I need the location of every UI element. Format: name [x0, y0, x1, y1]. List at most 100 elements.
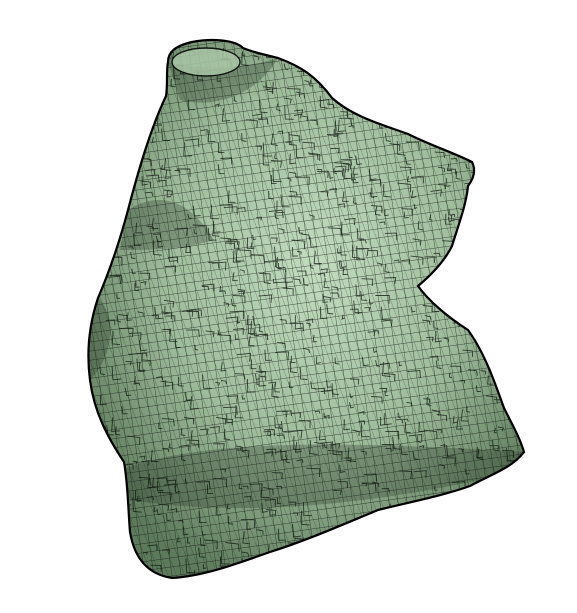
mesh-edge-segment — [288, 171, 297, 178]
mesh-edge-segment — [151, 136, 156, 144]
mesh-edge-segment — [252, 234, 257, 241]
mesh-edge-segment — [133, 233, 142, 246]
mesh-edge-segment — [381, 488, 390, 493]
mesh-edge-segment — [151, 217, 159, 230]
mesh-edge-segment — [302, 347, 311, 354]
mesh-edge-segment — [186, 311, 200, 319]
mesh-edge-segment — [404, 422, 411, 434]
mesh-edge-segment — [129, 96, 135, 104]
mesh-edge-segment — [162, 549, 171, 555]
mesh-edge-segment — [100, 170, 105, 177]
mesh-edge-segment — [255, 145, 263, 151]
mesh-edge-segment — [229, 310, 244, 320]
mesh-edge-segment — [338, 117, 353, 126]
mesh-edge-segment — [235, 405, 244, 419]
mesh-edge-segment — [96, 513, 104, 518]
mesh-edge-segment — [230, 298, 237, 307]
mesh-edge-segment — [130, 251, 136, 259]
mesh-edge-segment — [412, 522, 426, 530]
mesh-edge-segment — [109, 274, 123, 283]
mesh-edge-segment — [423, 398, 431, 404]
mesh-edge-segment — [454, 256, 464, 262]
mesh-edge-segment — [499, 85, 508, 101]
mesh-edge-segment — [246, 315, 253, 326]
mesh-edge-segment — [326, 134, 339, 142]
mesh-edge-segment — [389, 112, 401, 121]
mesh-edge-segment — [506, 123, 513, 135]
mesh-edge-segment — [387, 525, 392, 531]
mesh-edge-segment — [435, 360, 442, 369]
mesh-edge-segment — [459, 118, 466, 129]
mesh-edge-segment — [332, 441, 342, 456]
mesh-edge-segment — [469, 210, 477, 217]
mesh-edge-segment — [180, 428, 186, 436]
mesh-edge-segment — [237, 249, 252, 259]
mesh-edge-segment — [363, 556, 373, 563]
mesh-edge-segment — [164, 305, 170, 315]
mesh-edge-segment — [349, 378, 360, 385]
mesh-edge-segment — [368, 168, 377, 181]
mesh-edge-segment — [419, 559, 429, 566]
mesh-edge-segment — [233, 96, 237, 102]
mesh-edge-segment — [490, 531, 502, 539]
mesh-edge-segment — [221, 108, 231, 122]
mesh-edge-segment — [201, 374, 212, 389]
mesh-edge-segment — [124, 387, 132, 396]
mesh-edge-segment — [105, 250, 110, 258]
mesh-edge-segment — [510, 198, 515, 203]
mesh-edge-segment — [150, 564, 162, 572]
mesh-edge-segment — [227, 238, 239, 245]
mesh-edge-segment — [507, 492, 513, 501]
mesh-edge-segment — [152, 477, 159, 488]
mesh-edge-segment — [254, 373, 260, 381]
mesh-edge-segment — [313, 250, 322, 265]
mesh-edge-segment — [146, 496, 155, 501]
mesh-edge-segment — [340, 260, 347, 269]
mesh-edge-segment — [471, 510, 478, 519]
mesh-edge-segment — [280, 194, 290, 208]
mesh-edge-segment — [506, 491, 515, 505]
mesh-edge-segment — [331, 443, 341, 449]
mesh-edge-segment — [459, 379, 465, 384]
mesh-edge-segment — [136, 358, 146, 371]
mesh-edge-segment — [477, 448, 484, 460]
mesh-edge-segment — [289, 190, 298, 197]
mesh-edge-segment — [95, 160, 103, 165]
mesh-edge-segment — [515, 421, 524, 429]
mesh-edge-segment — [220, 362, 227, 372]
mesh-edge-segment — [432, 63, 437, 72]
mesh-edge-segment — [426, 45, 436, 60]
mesh-edge-segment — [441, 457, 456, 467]
mesh-edge-segment — [503, 252, 519, 262]
mesh-edge-segment — [329, 72, 334, 79]
mesh-edge-segment — [399, 527, 410, 535]
mesh-edge-segment — [137, 311, 144, 317]
mesh-edge-segment — [449, 372, 453, 379]
mesh-edge-segment — [438, 124, 444, 133]
mesh-edge-segment — [379, 387, 388, 393]
mesh-edge-segment — [384, 263, 390, 273]
mesh-edge-segment — [340, 245, 347, 256]
mesh-edge-segment — [270, 237, 278, 242]
mesh-edge-segment — [495, 151, 508, 160]
mesh-edge-segment — [270, 174, 277, 185]
mesh-edge-segment — [388, 569, 394, 578]
mesh-edge-segment — [292, 512, 299, 517]
mesh-edge-segment — [499, 532, 515, 542]
mesh-edge-segment — [478, 222, 486, 228]
mesh-edge-segment — [277, 44, 288, 52]
mesh-edge-segment — [168, 443, 172, 449]
mesh-edge-segment — [440, 131, 449, 143]
mesh-edge-segment — [477, 120, 490, 130]
mesh-edge-segment — [139, 455, 146, 460]
mesh-edge-segment — [119, 327, 134, 337]
mesh-edge-segment — [201, 285, 210, 291]
mesh-edge-segment — [181, 309, 194, 317]
mesh-edge-segment — [367, 331, 376, 337]
mesh-edge-segment — [103, 137, 112, 149]
mesh-edge-segment — [285, 270, 293, 283]
mesh-edge-segment — [107, 153, 113, 162]
mesh-edge-segment — [168, 248, 178, 262]
mesh-edge-segment — [145, 191, 154, 197]
mesh-edge-segment — [301, 233, 311, 240]
